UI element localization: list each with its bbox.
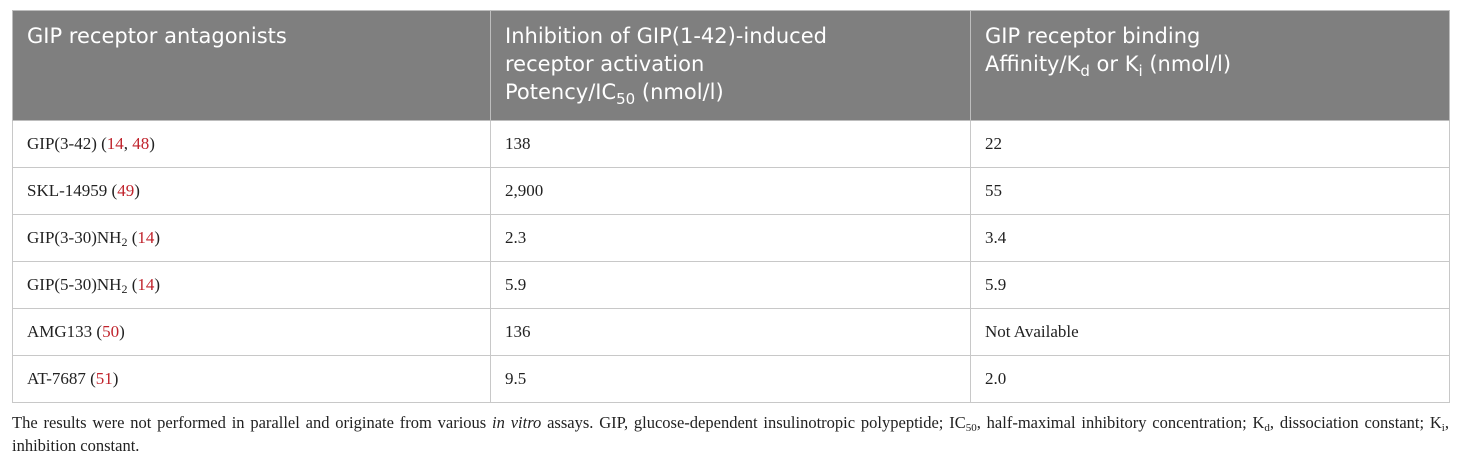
header-text: or K (1089, 52, 1139, 76)
cell-text: ) (119, 322, 125, 341)
cell-text: ) (134, 181, 140, 200)
cell-text: GIP(5-30)NH (27, 275, 122, 294)
header-text: receptor activation (505, 52, 705, 76)
subscript: 2 (121, 282, 128, 296)
table-row: AMG133 (50) 136 Not Available (12, 308, 1450, 356)
header-text: GIP receptor antagonists (27, 24, 287, 48)
footnote-text: , inhibition constant. (12, 413, 1449, 455)
cell: 9.5 (490, 355, 971, 403)
cell: 3.4 (970, 214, 1450, 262)
cell: 22 (970, 120, 1450, 168)
cell-text: ) (149, 134, 155, 153)
reference-link[interactable]: 50 (102, 322, 120, 341)
header-row: GIP receptor antagonists Inhibition of G… (12, 10, 1450, 121)
header-cell: GIP receptor binding Affinity/Kd or Ki (n… (970, 10, 1450, 121)
subscript: 2 (121, 235, 128, 249)
reference-link[interactable]: 51 (95, 369, 113, 388)
cell: 2,900 (490, 167, 971, 215)
cell: AT-7687 (51) (12, 355, 491, 403)
subscript: i (1138, 62, 1143, 80)
cell-text: ) (154, 275, 161, 294)
cell: 2.3 (490, 214, 971, 262)
subscript: i (1441, 422, 1445, 434)
subscript: 50 (616, 90, 636, 108)
table-row: GIP(3-42) (14, 48) 138 22 (12, 120, 1450, 168)
footnote-text: The results were not performed in parall… (12, 413, 493, 432)
table-row: GIP(3-30)NH2 (14) 2.3 3.4 (12, 214, 1450, 262)
table-row: SKL-14959 (49) 2,900 55 (12, 167, 1450, 215)
header-text: GIP receptor binding (985, 24, 1201, 48)
reference-link[interactable]: 14 (137, 275, 155, 294)
cell-text: , (123, 134, 133, 153)
header-text: (nmol/l) (1142, 52, 1232, 76)
subscript: 50 (965, 422, 977, 434)
data-table: GIP receptor antagonists Inhibition of G… (12, 10, 1450, 403)
footnote-text: , dissociation constant; K (1269, 413, 1442, 432)
header-text: (nmol/l) (635, 80, 724, 104)
cell-text: ( (127, 228, 138, 247)
table-row: AT-7687 (51) 9.5 2.0 (12, 355, 1450, 403)
cell-text: ) (154, 228, 161, 247)
cell-text: ) (112, 369, 119, 388)
header-text: Affinity/K (985, 52, 1081, 76)
cell-text: AT-7687 ( (27, 369, 96, 388)
header-cell: Inhibition of GIP(1-42)-induced receptor … (490, 10, 971, 121)
footnote-text: , half-maximal inhibitory concentration;… (976, 413, 1265, 432)
cell: GIP(3-42) (14, 48) (12, 120, 491, 168)
cell-text: ( (127, 275, 138, 294)
cell: 136 (490, 308, 971, 356)
header-text: Potency/IC (505, 80, 617, 104)
header-text: Inhibition of GIP(1-42)-induced (505, 24, 827, 48)
footnote-text: assays. GIP, glucose-dependent insulinot… (541, 413, 966, 432)
subscript: d (1080, 62, 1090, 80)
subscript: d (1264, 422, 1270, 434)
cell-text: AMG133 ( (27, 322, 103, 341)
cell: GIP(3-30)NH2 (14) (12, 214, 491, 262)
cell: 55 (970, 167, 1450, 215)
cell: AMG133 (50) (12, 308, 491, 356)
reference-link[interactable]: 48 (132, 134, 150, 153)
cell: 5.9 (970, 261, 1450, 309)
reference-link[interactable]: 49 (117, 181, 135, 200)
footnote: The results were not performed in parall… (12, 411, 1449, 457)
table-row: GIP(5-30)NH2 (14) 5.9 5.9 (12, 261, 1450, 309)
cell: GIP(5-30)NH2 (14) (12, 261, 491, 309)
cell: 2.0 (970, 355, 1450, 403)
cell: Not Available (970, 308, 1450, 356)
header-cell: GIP receptor antagonists (12, 10, 491, 121)
cell-text: SKL-14959 ( (27, 181, 118, 200)
cell-text: GIP(3-42) ( (27, 134, 107, 153)
reference-link[interactable]: 14 (137, 228, 155, 247)
cell-text: GIP(3-30)NH (27, 228, 122, 247)
cell: 138 (490, 120, 971, 168)
reference-link[interactable]: 14 (106, 134, 124, 153)
cell: 5.9 (490, 261, 971, 309)
footnote-italic: in vitro (492, 413, 542, 432)
cell: SKL-14959 (49) (12, 167, 491, 215)
